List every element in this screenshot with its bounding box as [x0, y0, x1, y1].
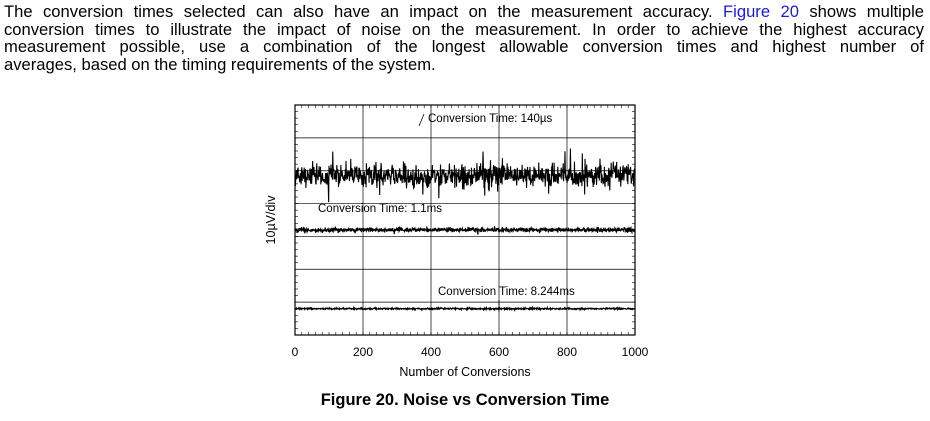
x-tick-label: 400 [421, 345, 441, 359]
x-tick-label: 600 [489, 345, 509, 359]
series-labels: Conversion Time: 140µs Conversion Time: 1… [318, 113, 575, 312]
chart-traces [294, 148, 636, 313]
x-tick-labels: 0 200 400 600 800 1000 [292, 345, 649, 359]
noise-trace-2 [294, 225, 636, 235]
minor-ticks [294, 104, 636, 336]
series-label-leader [418, 113, 425, 127]
x-tick-label: 200 [353, 345, 373, 359]
paragraph-line-1: The conversion times selected can also h… [4, 2, 924, 21]
plot-frame [294, 104, 636, 336]
y-axis-label: 10µV/div [264, 195, 278, 245]
x-tick-label: 800 [557, 345, 577, 359]
figure-20-link[interactable]: Figure 20 [723, 2, 799, 21]
noise-trace-3 [294, 305, 636, 313]
paragraph-line-4: averages, based on the timing requiremen… [4, 54, 436, 74]
chart-grid [295, 105, 635, 335]
x-tick-label: 0 [292, 345, 299, 359]
x-tick-label: 1000 [622, 345, 649, 359]
body-paragraph: The conversion times selected can also h… [4, 3, 924, 73]
noise-trace-1 [294, 148, 636, 203]
paragraph-line-3: measurement possible, use a combination … [4, 37, 924, 57]
paragraph-line-2: conversion times to illustrate the impac… [4, 19, 924, 39]
figure-caption: Figure 20. Noise vs Conversion Time [320, 391, 610, 409]
series-label-1: Conversion Time: 140µs [428, 113, 552, 125]
series-label-3: Conversion Time: 8.244ms [438, 286, 575, 298]
x-axis-label: Number of Conversions [399, 365, 530, 379]
series-label-2: Conversion Time: 1.1ms [318, 203, 442, 215]
